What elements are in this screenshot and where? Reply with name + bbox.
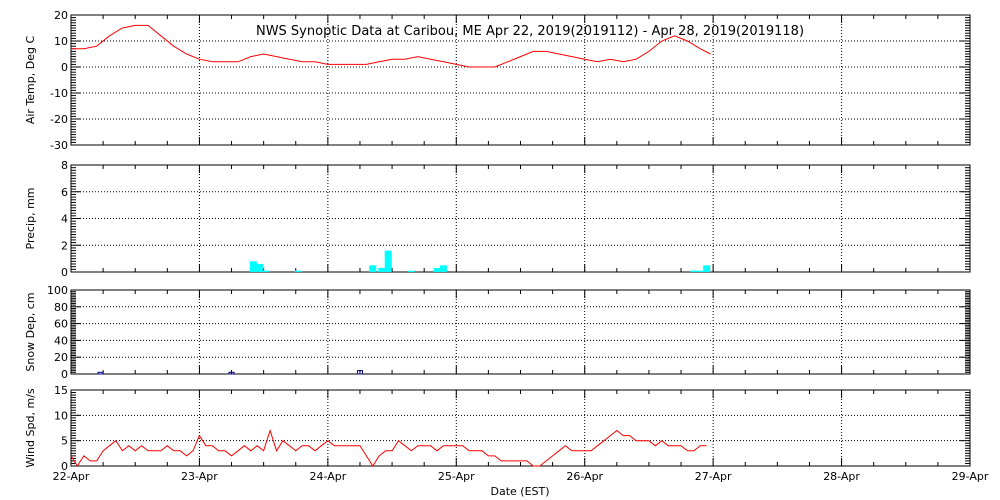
x-tick-label: 25-Apr [438,470,475,483]
y-tick-label: 60 [54,318,68,331]
x-tick-label: 26-Apr [566,470,603,483]
y-axis-label-air_temp: Air Temp, Deg C [24,36,37,125]
y-tick-label: 0 [61,266,68,279]
bar [433,267,441,272]
y-tick-label: 40 [54,334,68,347]
y-tick-label: 20 [54,9,68,22]
bar [690,270,698,272]
x-tick-label: 27-Apr [695,470,732,483]
x-tick-label: 28-Apr [823,470,860,483]
y-tick-label: 0 [61,460,68,473]
bar [97,371,104,375]
bar [703,265,711,272]
panel-frame-precip [70,164,971,273]
y-tick-label: 100 [47,284,68,297]
bar [407,270,415,272]
bar [228,371,235,375]
y-tick-label: 8 [61,159,68,172]
series-line-air_temp [71,24,711,68]
y-axis-label-precip: Precip, mm [24,188,37,250]
bar [249,261,257,272]
y-tick-label: -10 [50,87,68,100]
y-tick-label: 10 [54,409,68,422]
chart-title: NWS Synoptic Data at Caribou, ME Apr 22,… [256,24,804,39]
y-axis-label-snow_depth: Snow Dep, cm [24,292,37,371]
y-tick-label: -20 [50,113,68,126]
x-tick-label: 22-Apr [53,470,90,483]
series-line-wind_speed [70,428,707,467]
x-tick-label: 24-Apr [309,470,346,483]
y-tick-label: 6 [61,186,68,199]
bar [294,270,302,272]
y-tick-label: 0 [61,61,68,74]
y-tick-label: 80 [54,301,68,314]
bar [369,265,377,272]
bar [384,250,392,272]
x-tick-label: 23-Apr [181,470,218,483]
panel-frame-snow_depth [70,289,971,375]
y-tick-label: 10 [54,35,68,48]
y-tick-label: 4 [61,213,68,226]
y-tick-label: 0 [61,368,68,381]
bar [439,265,447,272]
bar [696,270,704,272]
x-axis-label: Date (EST) [490,485,549,498]
bar [356,370,363,375]
y-tick-label: 15 [54,384,68,397]
y-axis-label-wind_speed: Wind Spd, m/s [24,388,37,468]
bar [378,267,386,272]
y-tick-label: 2 [61,239,68,252]
bar [262,270,270,272]
y-tick-label: 5 [61,435,68,448]
y-tick-label: 20 [54,351,68,364]
panel-frame-wind_speed [70,389,971,467]
x-tick-label: 29-Apr [952,470,989,483]
y-tick-label: -30 [50,139,68,152]
bar [256,263,264,272]
